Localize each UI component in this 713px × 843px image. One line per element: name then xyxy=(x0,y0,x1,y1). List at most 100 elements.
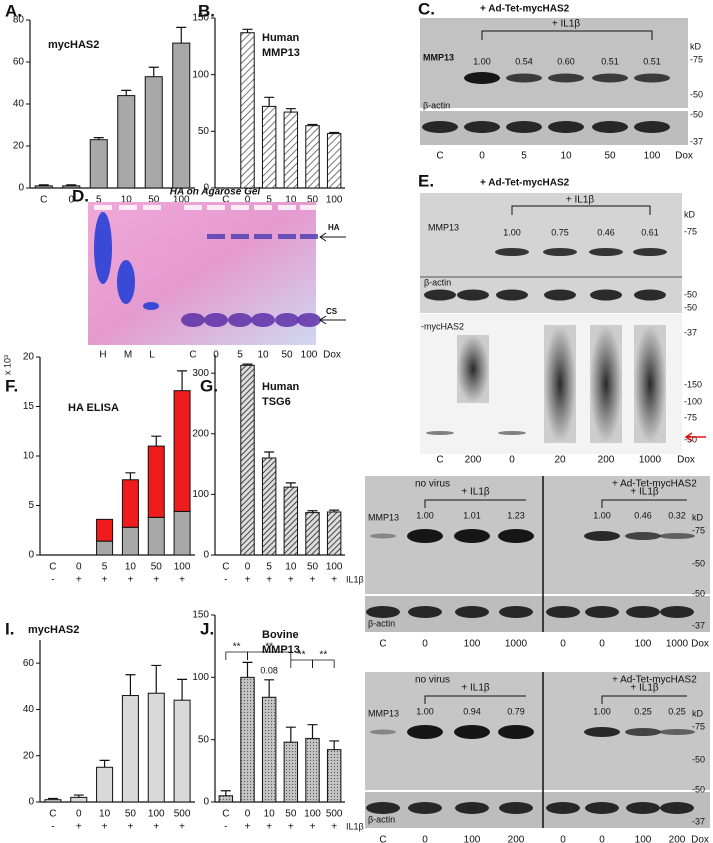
treatment-label: + xyxy=(288,822,294,833)
bar-segment xyxy=(173,510,191,556)
size-marker: -50 xyxy=(684,289,697,299)
treatment-name: IL1β xyxy=(346,821,364,831)
bar xyxy=(172,42,191,189)
significance-label: ** xyxy=(265,642,273,653)
bar xyxy=(283,486,299,556)
treatment-label: + xyxy=(102,575,108,586)
size-marker: kD xyxy=(690,41,702,51)
error-bar xyxy=(329,131,340,134)
bar xyxy=(240,364,255,556)
bar xyxy=(326,749,342,803)
ratio-label: 1.00 xyxy=(593,706,611,716)
y-tick-label: 80 xyxy=(13,15,25,26)
error-bar xyxy=(176,26,187,44)
panel-label: F. xyxy=(5,376,18,395)
band xyxy=(592,73,628,83)
y-axis-label: x 10³ xyxy=(2,355,12,375)
y-tick-label: 0 xyxy=(28,797,34,808)
treatment-label: + xyxy=(331,822,337,833)
lane-label: 0 xyxy=(479,151,485,162)
treatment-label: + xyxy=(102,822,108,833)
size-marker: -37 xyxy=(684,327,697,337)
size-marker: -75 xyxy=(692,525,705,535)
treatment-label: + IL1β xyxy=(630,683,659,694)
band xyxy=(422,121,458,133)
arrow xyxy=(684,432,706,442)
x-tick-label: C xyxy=(222,195,229,206)
bar xyxy=(121,695,139,803)
band xyxy=(546,606,580,618)
bar xyxy=(89,139,108,189)
gel-well xyxy=(207,205,225,210)
bar xyxy=(44,799,62,803)
gel-well xyxy=(119,205,137,210)
bar-segment xyxy=(147,445,165,518)
chart-title: Bovine xyxy=(262,629,299,641)
treatment-label: + IL1β xyxy=(566,195,595,206)
band xyxy=(546,802,580,814)
error-bar xyxy=(242,28,253,33)
band-label: MMP13 xyxy=(368,512,399,522)
band xyxy=(590,289,622,301)
band xyxy=(659,729,695,735)
error-bar xyxy=(242,363,253,366)
y-tick-label: 60 xyxy=(13,57,25,68)
y-tick-label: 60 xyxy=(23,658,35,669)
lane-smear xyxy=(590,325,622,443)
x-tick-label: 0 xyxy=(76,809,82,820)
band xyxy=(585,606,619,618)
band xyxy=(498,431,526,435)
bar xyxy=(34,185,53,189)
treatment-label: - xyxy=(51,575,54,586)
gel-band xyxy=(207,234,225,239)
error-bar xyxy=(329,509,340,512)
band xyxy=(584,727,620,737)
lane-unit: Dox xyxy=(677,455,695,466)
size-marker: -50 xyxy=(692,588,705,598)
band xyxy=(464,72,500,84)
chart-title: TSG6 xyxy=(262,396,291,408)
x-tick-label: 0 xyxy=(245,562,251,573)
bar xyxy=(305,125,320,189)
chart-title: Human xyxy=(262,381,300,393)
band xyxy=(626,606,660,618)
x-tick-label: 100 xyxy=(174,562,191,573)
x-tick-label: C xyxy=(222,809,229,820)
ratio-label: 1.00 xyxy=(473,56,491,66)
band xyxy=(634,73,670,83)
y-tick-label: 0 xyxy=(203,183,209,194)
bar-segment xyxy=(147,516,165,556)
gel-band xyxy=(231,234,249,239)
treatment-label: + xyxy=(76,822,82,833)
treatment-label: + xyxy=(245,822,251,833)
ratio-label: 0.25 xyxy=(668,706,686,716)
ratio-label: 0.46 xyxy=(597,227,615,237)
lane-label: 0 xyxy=(509,455,515,466)
size-marker: -50 xyxy=(692,784,705,794)
x-tick-label: 500 xyxy=(326,809,343,820)
size-marker: -37 xyxy=(692,620,705,630)
lane-label: H xyxy=(99,350,106,361)
band xyxy=(506,73,542,83)
gel-smear xyxy=(117,260,135,304)
band xyxy=(585,802,619,814)
error-bar xyxy=(220,790,231,796)
band xyxy=(408,606,442,618)
error-bar xyxy=(73,794,84,798)
gel-band xyxy=(300,234,318,239)
lane-label: 0 xyxy=(560,835,566,843)
group-title: + Ad-Tet-mycHAS2 xyxy=(612,479,697,490)
band xyxy=(625,532,661,540)
band xyxy=(370,729,396,735)
error-bar xyxy=(99,759,110,768)
x-tick-label: 50 xyxy=(307,195,319,206)
treatment-bracket xyxy=(424,499,526,508)
band-label: MMP13 xyxy=(423,52,454,62)
panel-label: E. xyxy=(418,171,434,190)
band xyxy=(499,606,533,618)
error-bar xyxy=(264,451,275,459)
lane-label: 0 xyxy=(560,639,566,650)
x-tick-label: 50 xyxy=(148,195,160,206)
band-label: MMP13 xyxy=(368,708,399,718)
